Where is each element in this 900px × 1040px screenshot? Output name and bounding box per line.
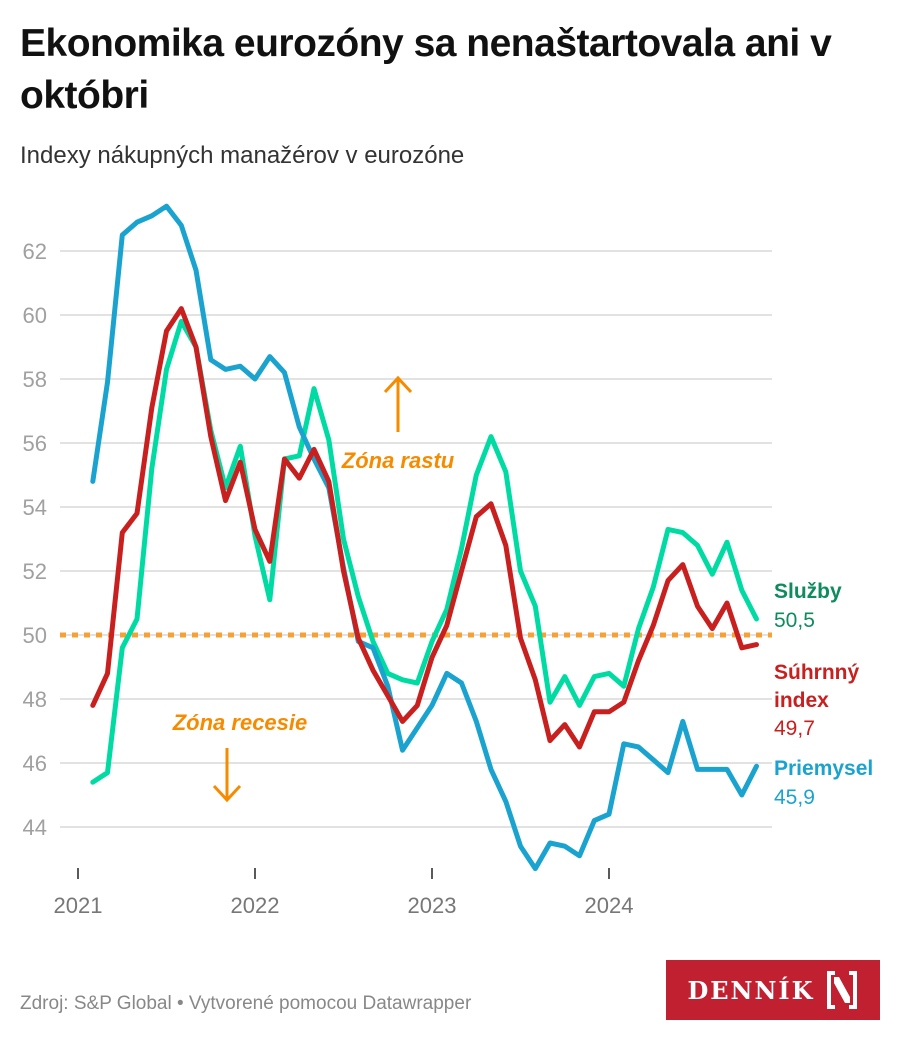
- y-tick-label: 58: [23, 367, 47, 392]
- y-tick-label: 62: [23, 239, 47, 264]
- x-tick-label: 2022: [231, 893, 280, 918]
- manufacturing-label: Priemysel: [774, 757, 873, 780]
- series-line-manufacturing: [90, 203, 759, 872]
- arrow-down-icon: [212, 748, 242, 803]
- series-lines: [90, 203, 759, 872]
- growth-zone-label: Zóna rastu: [341, 448, 455, 473]
- x-tick-label: 2023: [408, 893, 457, 918]
- composite-label-line2: index: [774, 689, 829, 712]
- y-tick-label: 44: [23, 815, 47, 840]
- y-tick-label: 56: [23, 431, 47, 456]
- y-tick-label: 50: [23, 623, 47, 648]
- y-axis-ticks: 44 46 48 50 52 54 56 58 60 62: [23, 239, 47, 840]
- end-labels: Služby 50,5 Súhrnný index 49,7 Priemysel…: [774, 580, 873, 809]
- y-tick-label: 52: [23, 559, 47, 584]
- recession-zone-label: Zóna recesie: [172, 710, 308, 735]
- logo-text: DENNÍK: [687, 975, 815, 1005]
- composite-label-line1: Súhrnný: [774, 661, 859, 684]
- series-line-composite: [90, 306, 759, 750]
- arrow-up-icon: [383, 375, 413, 432]
- y-tick-label: 54: [23, 495, 47, 520]
- denník-n-logo-icon: [826, 971, 857, 1009]
- composite-value: 49,7: [774, 717, 815, 740]
- x-tick-label: 2021: [54, 893, 103, 918]
- y-tick-label: 60: [23, 303, 47, 328]
- y-tick-label: 46: [23, 751, 47, 776]
- chart-subtitle: Indexy nákupných manažérov v eurozóne: [20, 142, 465, 169]
- dennik-n-logo[interactable]: DENNÍK: [666, 960, 880, 1020]
- services-value: 50,5: [774, 609, 815, 632]
- x-axis-ticks: 2021 2022 2023 2024: [54, 868, 634, 918]
- services-label: Služby: [774, 580, 842, 603]
- source-note: Zdroj: S&P Global • Vytvorené pomocou Da…: [20, 993, 472, 1014]
- y-tick-label: 48: [23, 687, 47, 712]
- chart-title: Ekonomika eurozóny sa nenaštartovala ani…: [20, 22, 832, 117]
- line-chart: 44 46 48 50 52 54 56 58 60 62 2021 2022 2023 2024 Zó…: [23, 203, 873, 918]
- x-tick-label: 2024: [585, 893, 634, 918]
- manufacturing-value: 45,9: [774, 786, 815, 809]
- annotations: Zóna rastu Zóna recesie: [172, 375, 455, 803]
